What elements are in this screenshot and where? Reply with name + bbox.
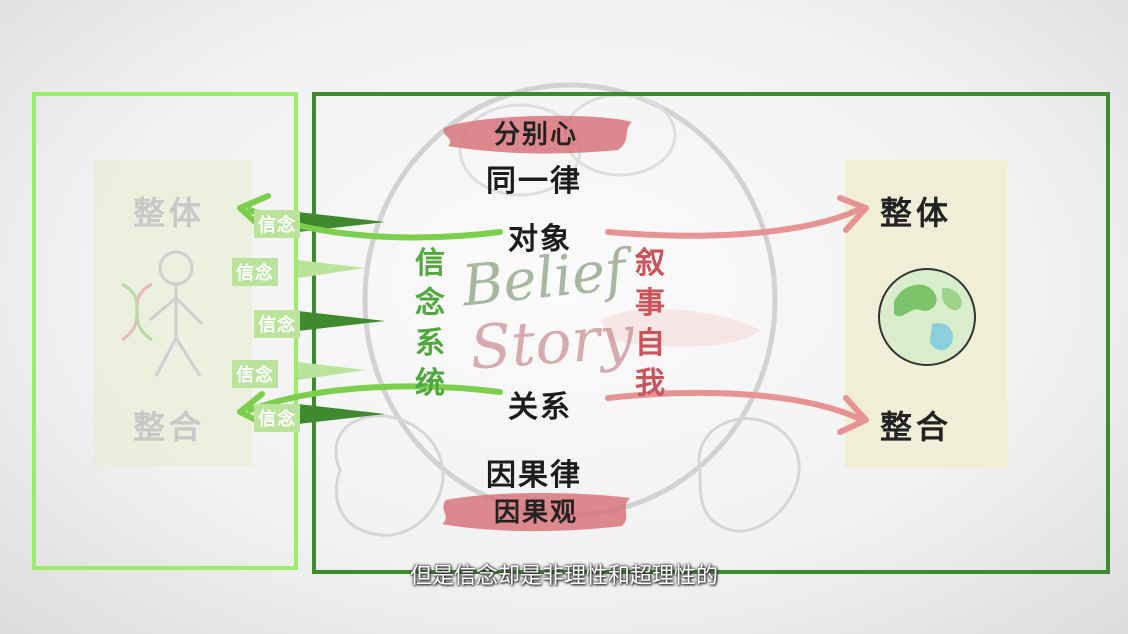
earth-globe-icon — [878, 268, 976, 366]
right-panel-frame — [312, 92, 1110, 574]
object-label: 对象 — [508, 222, 572, 257]
belief-tag: 信念 — [232, 360, 278, 388]
belief-ray — [298, 311, 385, 331]
law-of-identity-label: 同一律 — [486, 164, 582, 199]
belief-tag: 信念 — [254, 404, 300, 432]
causality-view-label: 因果观 — [493, 497, 578, 528]
narrative-self-vertical-label: 叙 事 自 我 — [635, 246, 665, 401]
handwritten-story: Story — [467, 302, 637, 384]
left-integration-label: 整合 — [133, 408, 206, 446]
discrimination-banner: 分别心 — [436, 108, 636, 156]
dna-icon — [121, 282, 153, 342]
belief-tag: 信念 — [232, 258, 278, 286]
left-whole-label: 整体 — [133, 194, 206, 232]
right-integration-label: 整合 — [880, 408, 953, 446]
stick-figure-icon — [149, 250, 204, 377]
law-of-causality-label: 因果律 — [486, 458, 582, 493]
belief-tag: 信念 — [254, 310, 300, 338]
left-panel-background — [94, 160, 252, 466]
video-subtitle: 但是信念却是非理性和超理性的 — [409, 564, 718, 589]
belief-ray — [298, 404, 385, 424]
belief-ray — [298, 362, 365, 380]
right-whole-label: 整体 — [880, 194, 953, 232]
belief-system-vertical-label: 信 念 系 统 — [415, 246, 445, 401]
discrimination-label: 分别心 — [493, 119, 578, 150]
belief-ray — [298, 260, 365, 278]
causality-view-banner: 因果观 — [436, 486, 636, 534]
relation-label: 关系 — [508, 390, 572, 425]
belief-tag: 信念 — [254, 210, 300, 238]
